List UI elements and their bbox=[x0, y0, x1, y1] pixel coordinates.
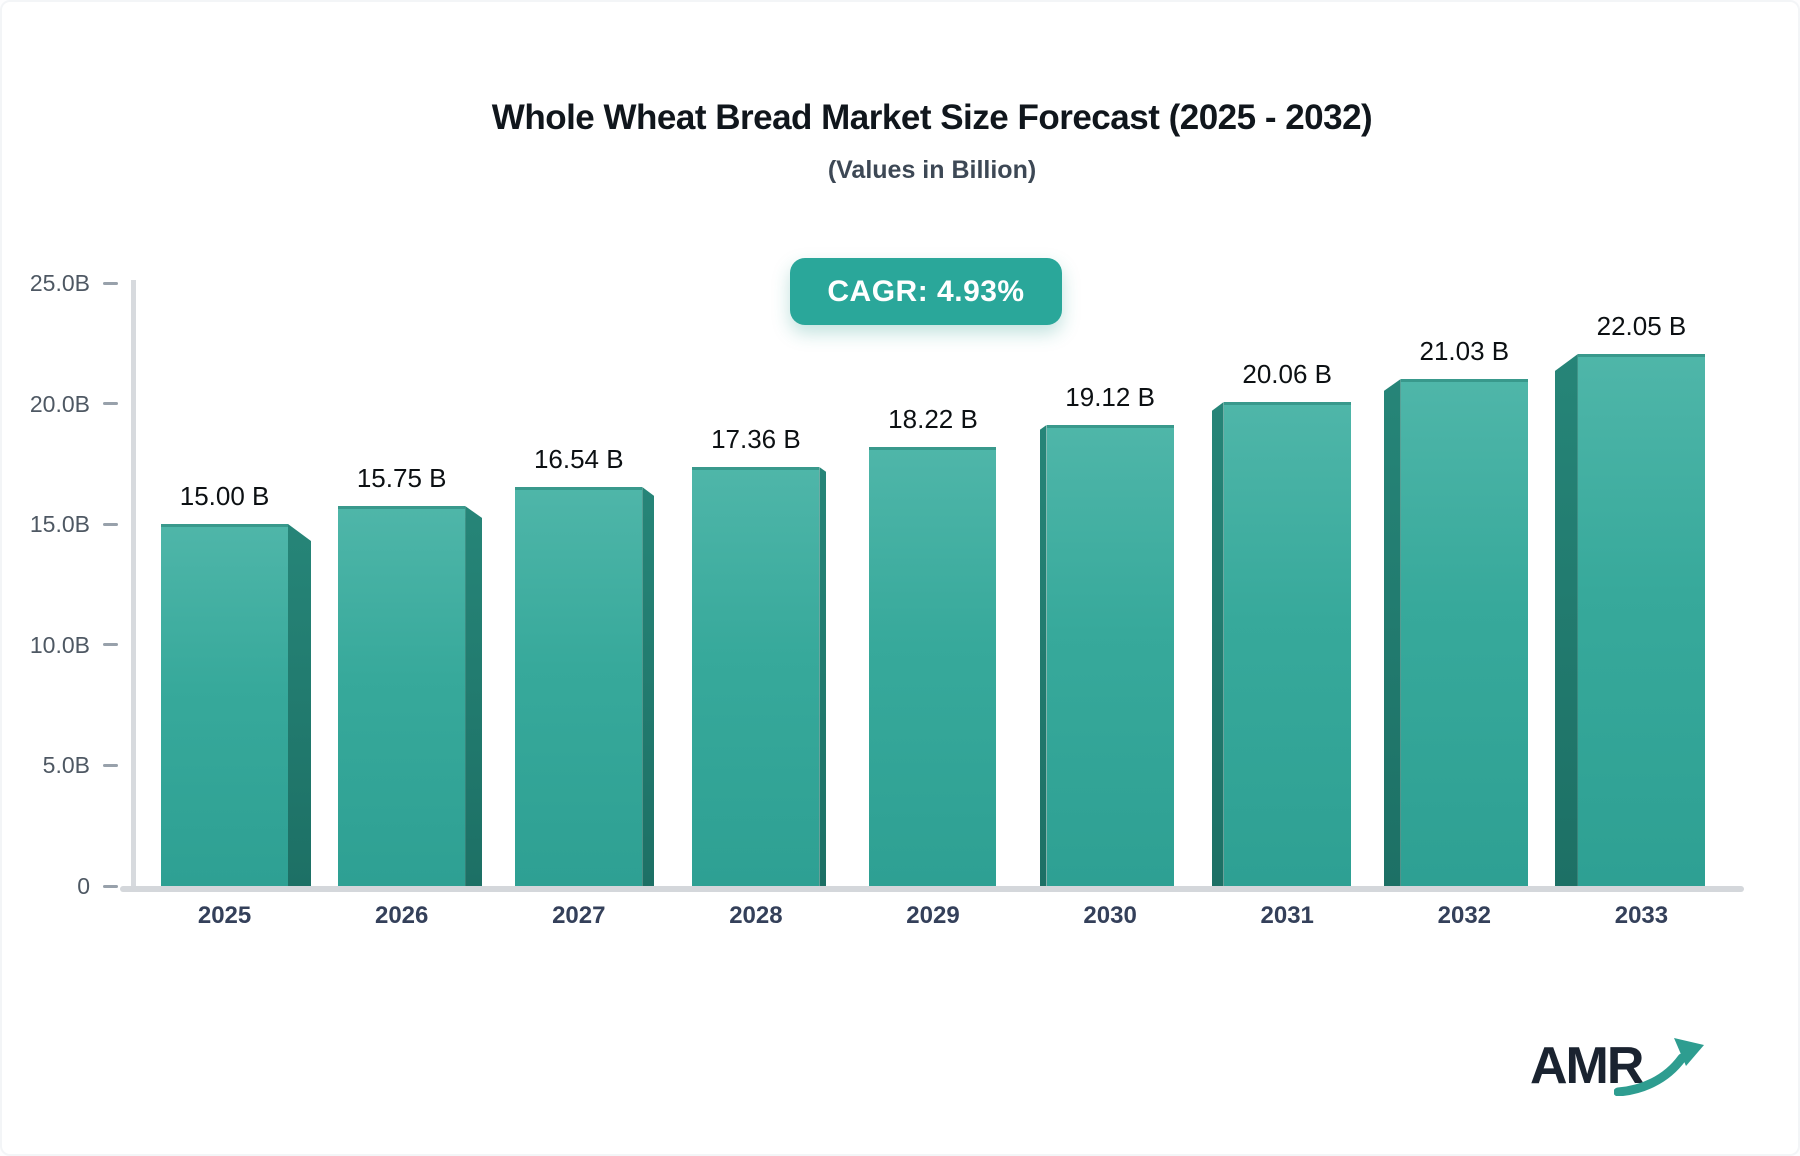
bar-2030 bbox=[1046, 425, 1174, 886]
bars-row: 15.00 B 2025 15.75 B 2026 16.54 B 2027 17.36 B… bbox=[136, 2, 1730, 929]
x-axis-label: 2026 bbox=[374, 902, 429, 929]
x-axis-label: 2031 bbox=[1260, 902, 1314, 929]
bar-value-label: 16.54 B bbox=[533, 444, 624, 474]
bar-2028 bbox=[692, 467, 820, 886]
y-tick-mark bbox=[103, 764, 118, 767]
bar-2025 bbox=[161, 524, 288, 886]
cagr-badge: CAGR: 4.93% bbox=[790, 258, 1062, 325]
bar-value-label: 21.03 B bbox=[1419, 336, 1510, 366]
y-tick-mark bbox=[103, 643, 118, 646]
bar-value-label: 19.12 B bbox=[1065, 382, 1155, 412]
bar-value-label: 18.22 B bbox=[888, 404, 978, 434]
y-tick-mark bbox=[103, 402, 118, 405]
x-axis-label: 2028 bbox=[729, 902, 783, 929]
amr-logo: AMR bbox=[1530, 1036, 1710, 1106]
bar-2032 bbox=[1400, 379, 1528, 886]
bar-side-2032 bbox=[1383, 379, 1401, 886]
bar-group-2028: 17.36 B 2028 bbox=[667, 2, 844, 929]
growth-arrow-icon bbox=[1614, 1038, 1704, 1096]
x-axis-label: 2033 bbox=[1614, 902, 1669, 929]
bar-group-2031: 20.06 B 2031 bbox=[1199, 2, 1376, 929]
x-axis-baseline bbox=[120, 886, 1744, 892]
y-tick-mark bbox=[103, 523, 118, 526]
bar-value-label: 15.00 B bbox=[179, 481, 270, 511]
bar-group-2027: 16.54 B 2027 bbox=[490, 2, 667, 929]
bar-2031 bbox=[1223, 402, 1351, 886]
x-axis-label: 2029 bbox=[906, 902, 960, 929]
x-axis-label: 2032 bbox=[1437, 902, 1492, 929]
bar-side-2030 bbox=[1039, 425, 1047, 886]
y-tick-label: 15.0B bbox=[29, 511, 90, 537]
bar-value-label: 20.06 B bbox=[1242, 359, 1333, 389]
bar-side-2033 bbox=[1554, 354, 1578, 886]
bar-group-2032: 21.03 B 2032 bbox=[1376, 2, 1553, 929]
bar-group-2029: 18.22 B 2029 bbox=[844, 2, 1021, 929]
bar-2029 bbox=[869, 447, 997, 886]
y-axis-line bbox=[131, 280, 136, 886]
bar-group-2033: 22.05 B 2033 bbox=[1553, 2, 1730, 929]
y-tick-label: 25.0B bbox=[29, 270, 90, 296]
bar-side-2026 bbox=[465, 506, 483, 886]
x-axis-label: 2030 bbox=[1083, 902, 1137, 929]
y-tick-mark bbox=[103, 885, 118, 888]
x-axis-label: 2025 bbox=[197, 902, 252, 929]
bar-group-2030: 19.12 B 2030 bbox=[1022, 2, 1199, 929]
amr-logo-text: AMR bbox=[1530, 1037, 1644, 1095]
bar-value-label: 15.75 B bbox=[356, 463, 447, 493]
chart-title: Whole Wheat Bread Market Size Forecast (… bbox=[491, 98, 1373, 137]
chart-subtitle: (Values in Billion) bbox=[827, 156, 1037, 184]
cagr-badge-label: CAGR: 4.93% bbox=[827, 274, 1025, 308]
y-tick-label: 10.0B bbox=[29, 632, 90, 658]
bar-side-2031 bbox=[1211, 402, 1224, 886]
bar-value-label: 22.05 B bbox=[1596, 311, 1687, 341]
y-tick-label: 0 bbox=[77, 873, 90, 899]
y-tick-label: 5.0B bbox=[42, 752, 90, 778]
bar-2033 bbox=[1577, 354, 1705, 886]
bar-2026 bbox=[338, 506, 466, 886]
bar-side-2027 bbox=[642, 487, 655, 886]
x-axis-label: 2027 bbox=[552, 902, 606, 929]
bar-side-2028 bbox=[819, 467, 827, 886]
bar-group-2026: 15.75 B 2026 bbox=[313, 2, 490, 929]
bar-side-2025 bbox=[288, 524, 311, 886]
y-tick-mark bbox=[103, 282, 118, 285]
y-tick-label: 20.0B bbox=[29, 391, 90, 417]
bar-group-2025: 15.00 B 2025 bbox=[136, 2, 313, 929]
chart-header: Whole Wheat Bread Market Size Forecast (… bbox=[66, 98, 1798, 185]
bar-value-label: 17.36 B bbox=[711, 424, 801, 454]
bar-2027 bbox=[515, 487, 643, 886]
